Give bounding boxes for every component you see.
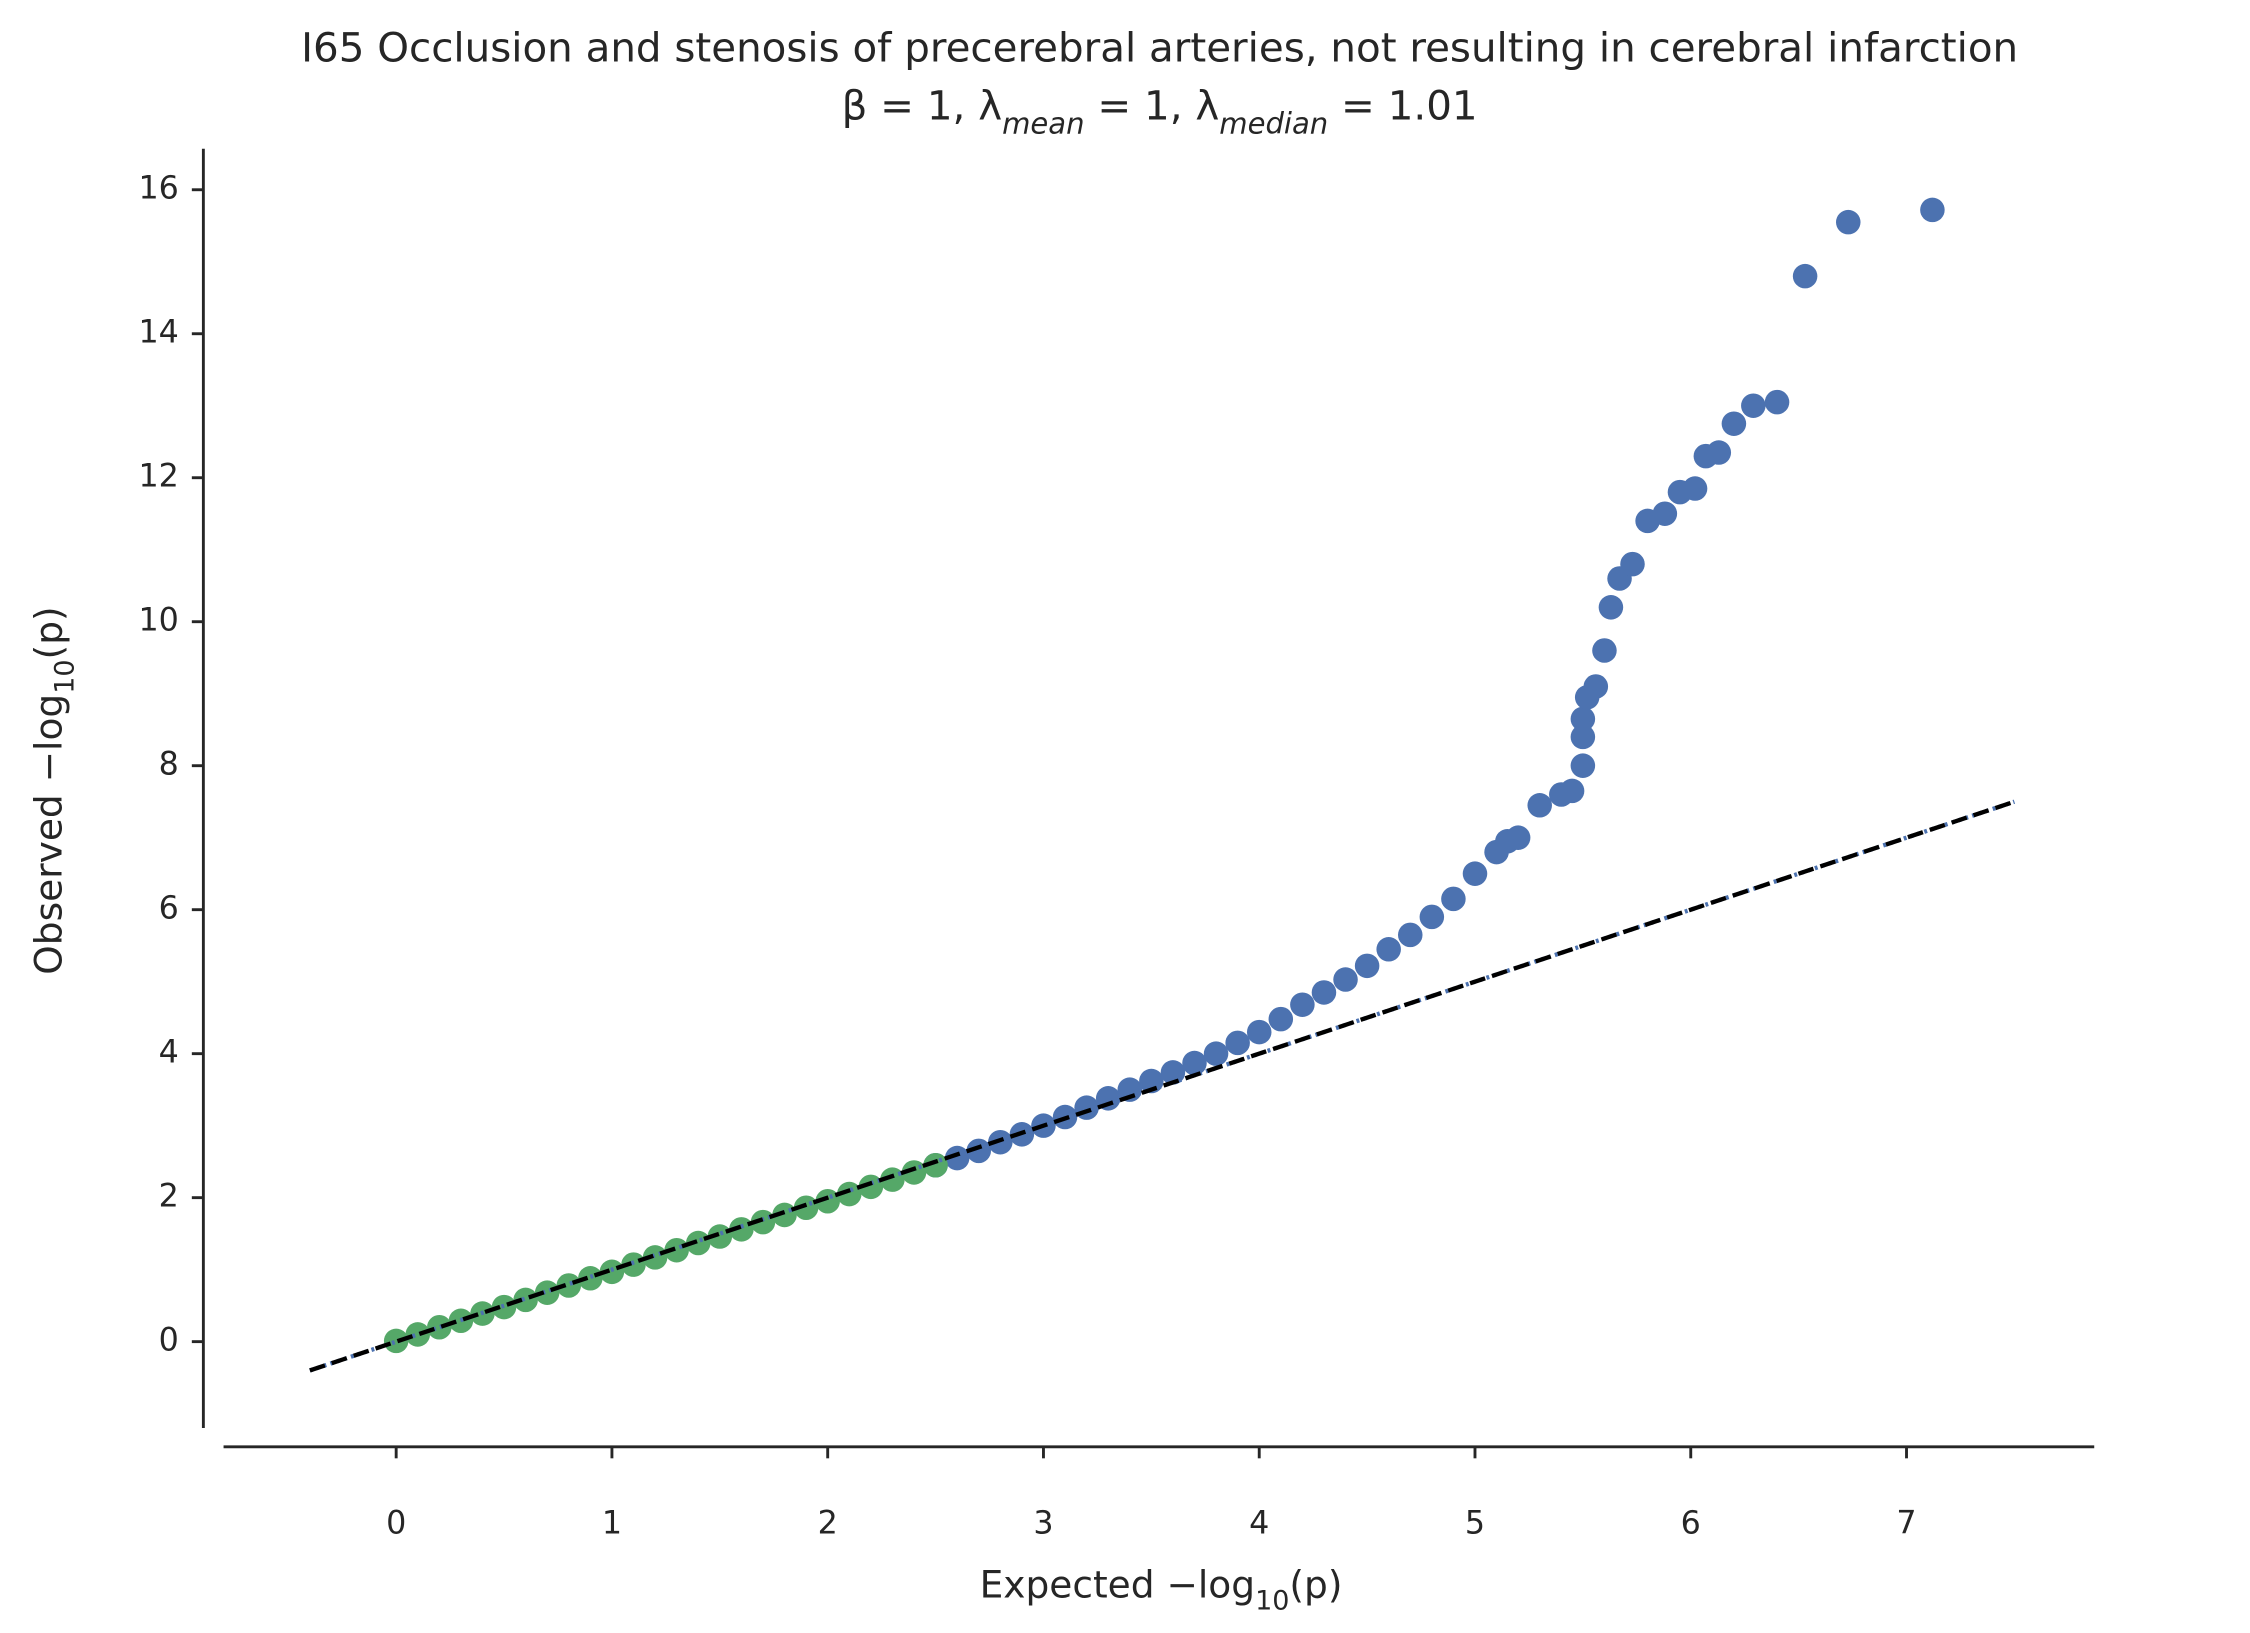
y-tick-label: 4 — [159, 1035, 179, 1071]
chart-subtitle-part: β = 1, λ — [842, 82, 1003, 129]
point — [383, 1328, 409, 1354]
point — [1583, 674, 1609, 699]
point — [858, 1174, 884, 1200]
point — [1527, 793, 1552, 818]
point — [513, 1287, 538, 1313]
point — [1376, 937, 1401, 962]
chart-title: I65 Occlusion and stenosis of precerebra… — [301, 25, 2018, 72]
point — [1246, 1019, 1272, 1045]
y-axis-label: Observed −log10(p) — [26, 606, 81, 974]
point — [1354, 953, 1380, 979]
point — [1592, 638, 1617, 663]
point — [1311, 980, 1337, 1005]
point — [1570, 753, 1596, 778]
y-axis-label-part: Observed −log — [26, 694, 70, 975]
point — [944, 1145, 970, 1171]
x-axis-label: Expected −log10(p) — [980, 1562, 1343, 1617]
point — [1559, 778, 1585, 804]
chart-subtitle-part: = 1, λ — [1085, 82, 1220, 129]
point — [1182, 1050, 1207, 1076]
point — [1462, 861, 1488, 886]
point — [815, 1188, 840, 1214]
point — [1620, 551, 1645, 577]
point — [556, 1273, 582, 1298]
x-axis-label-part: Expected −log — [980, 1562, 1255, 1606]
point — [1764, 389, 1790, 415]
point — [1505, 825, 1531, 850]
y-axis-label-sub: 10 — [49, 659, 80, 693]
y-tick-label: 8 — [159, 747, 179, 783]
point — [1139, 1068, 1164, 1094]
y-tick-label: 0 — [159, 1323, 179, 1359]
point — [966, 1138, 991, 1164]
x-tick-label: 2 — [818, 1506, 838, 1542]
point — [1333, 967, 1358, 992]
point — [1706, 440, 1732, 465]
chart-subtitle-sub: mean — [1002, 106, 1084, 140]
x-tick-label: 1 — [602, 1506, 622, 1542]
point — [405, 1322, 431, 1347]
x-tick-label: 6 — [1681, 1506, 1701, 1542]
x-tick-label: 7 — [1896, 1506, 1916, 1542]
point — [1570, 724, 1596, 750]
x-axis-label-part: (p) — [1289, 1562, 1342, 1606]
y-tick-label: 16 — [138, 171, 178, 207]
point — [534, 1280, 560, 1305]
chart-subtitle: β = 1, λmean = 1, λmedian = 1.01 — [842, 82, 1478, 140]
point — [1836, 209, 1861, 235]
point — [1682, 476, 1708, 501]
point — [1570, 706, 1596, 732]
point — [427, 1314, 452, 1340]
point — [1203, 1041, 1229, 1066]
point — [1117, 1077, 1143, 1102]
x-tick-label: 3 — [1033, 1506, 1053, 1542]
point — [578, 1266, 603, 1291]
point — [1741, 393, 1766, 418]
chart-subtitle-sub: median — [1219, 106, 1328, 140]
point — [1920, 197, 1945, 223]
point — [1652, 501, 1678, 526]
x-tick-label: 4 — [1249, 1506, 1269, 1542]
x-tick-label: 0 — [386, 1506, 406, 1542]
point — [837, 1181, 862, 1207]
point — [1598, 595, 1624, 620]
point — [1419, 904, 1445, 930]
point — [1792, 263, 1818, 289]
point — [793, 1195, 819, 1220]
point — [1290, 992, 1315, 1017]
y-tick-label: 10 — [138, 603, 178, 639]
point — [1268, 1006, 1294, 1032]
y-tick-label: 12 — [138, 459, 178, 495]
point — [1441, 886, 1466, 912]
y-tick-label: 14 — [138, 315, 178, 351]
x-tick-label: 5 — [1465, 1506, 1485, 1542]
y-tick-label: 6 — [159, 891, 179, 927]
x-axis-label-sub: 10 — [1255, 1586, 1289, 1617]
point — [1397, 922, 1423, 948]
chart-subtitle-part: = 1.01 — [1328, 82, 1477, 129]
y-tick-label: 2 — [159, 1179, 179, 1215]
y-axis-label-part: (p) — [26, 606, 70, 659]
point — [1721, 411, 1747, 436]
point — [1225, 1030, 1250, 1056]
